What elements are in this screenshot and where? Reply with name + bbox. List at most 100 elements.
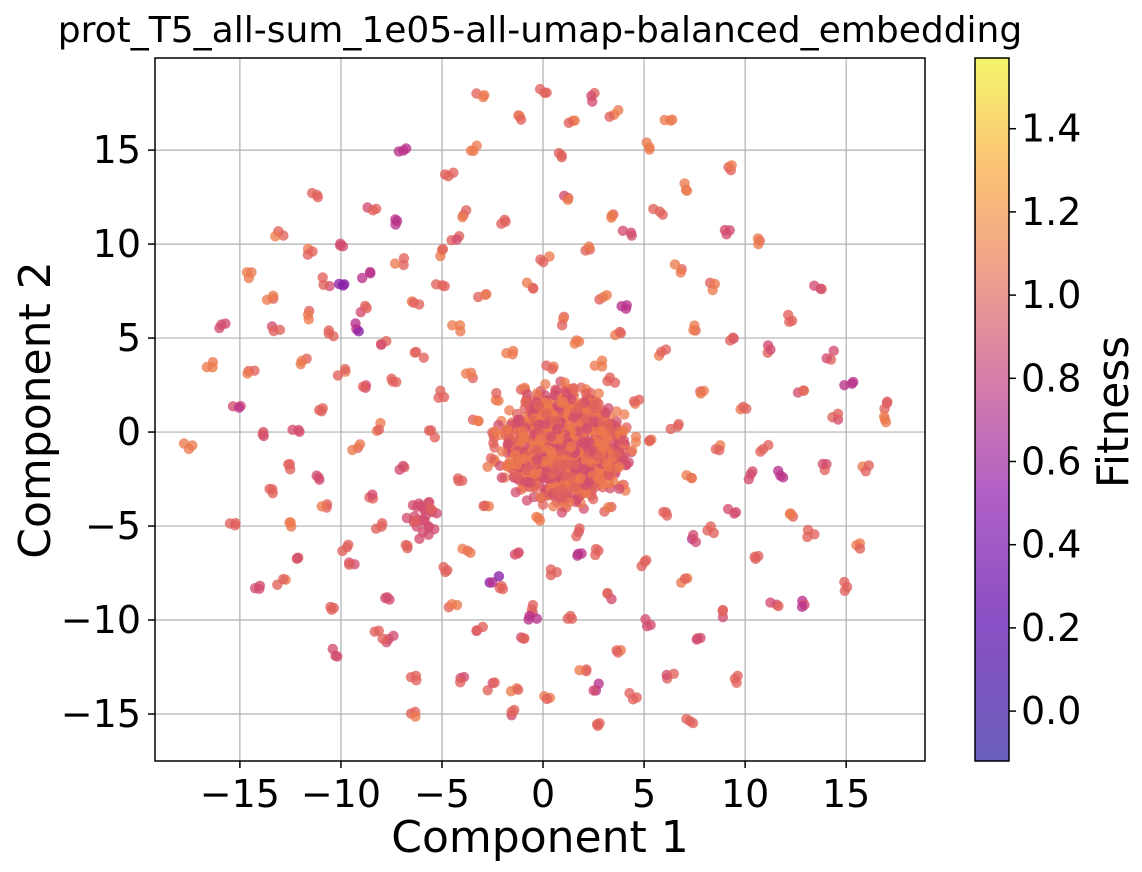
scatter-point-159-2 <box>738 401 749 413</box>
scatter-point-68-2 <box>457 211 468 223</box>
scatter-point-176-2 <box>839 576 850 588</box>
scatter-point-156-1 <box>722 503 734 515</box>
core-point-888 <box>541 408 552 419</box>
scatter-point-194-2 <box>307 246 318 257</box>
scatter-point-190-2 <box>553 147 565 159</box>
scatter-point-108-1 <box>571 531 582 542</box>
core-point-792 <box>524 477 536 488</box>
core-point-892 <box>557 396 569 408</box>
scatter-point-36-2 <box>367 205 379 216</box>
scatter-point-23-2 <box>316 501 327 512</box>
core-point-890 <box>565 441 577 453</box>
scatter-point-154-2 <box>717 605 728 617</box>
core-point-344 <box>630 431 642 443</box>
core-point-798 <box>540 379 551 390</box>
core-point-827 <box>583 476 594 488</box>
core-point-883 <box>579 413 591 424</box>
scatter-point-144-1 <box>669 259 681 270</box>
scatter-point-129-2 <box>614 326 625 338</box>
scatter-point-118-2 <box>590 549 601 561</box>
scatter-point-203-2 <box>451 234 462 245</box>
scatter-point-121-2 <box>591 719 603 730</box>
colorbar-tick-label-7: 1.4 <box>1021 107 1081 151</box>
core-point-893 <box>514 414 525 426</box>
core-point-881 <box>545 446 557 457</box>
scatter-point-155-2 <box>719 224 731 236</box>
scatter-point-48-2 <box>410 670 422 682</box>
scatter-point-88-2 <box>521 277 533 288</box>
scatter-point-22-2 <box>316 406 327 417</box>
scatter-point-166-2 <box>773 465 784 477</box>
scatter-point-204-2 <box>512 684 524 696</box>
core-point-612 <box>580 487 592 499</box>
scatter-point-100-2 <box>556 320 568 331</box>
core-point-874 <box>612 448 623 460</box>
core-point-886 <box>533 419 544 431</box>
colorbar-frame <box>974 57 1010 762</box>
scatter-point-80-2 <box>500 216 511 227</box>
scatter-point-144-2 <box>675 267 686 278</box>
scatter-point-187-2 <box>681 713 692 725</box>
scatter-point-15-2 <box>285 521 297 532</box>
scatter-point-39-2 <box>373 424 385 435</box>
core-point-832 <box>568 412 579 424</box>
colorbar-tick-label-0: 0.0 <box>1021 689 1081 733</box>
scatter-point-73-2 <box>477 91 489 103</box>
scatter-point-98-2 <box>545 564 557 575</box>
scatter-point-132-1 <box>617 225 629 236</box>
scatter-point-133-2 <box>624 687 635 699</box>
scatter-point-152-2 <box>709 278 721 290</box>
scatter-point-49-2 <box>413 299 425 310</box>
x-tick-label-2: −5 <box>414 772 470 816</box>
scatter-point-37-2 <box>367 489 378 500</box>
core-point-897 <box>565 471 576 482</box>
scatter-point-179-2 <box>860 466 872 477</box>
core-point-428 <box>521 495 533 506</box>
y-axis-label: Component 2 <box>10 261 61 558</box>
y-tick-label-4: 5 <box>117 316 141 360</box>
y-tick-label-6: 15 <box>93 128 141 172</box>
scatter-point-177-2 <box>848 376 859 388</box>
core-point-859 <box>593 388 604 399</box>
scatter-point-43-2 <box>387 376 398 387</box>
core-point-855 <box>532 399 544 411</box>
core-point-755 <box>521 465 533 476</box>
scatter-point-91-2 <box>534 515 546 526</box>
scatter-point-32-2 <box>347 444 358 456</box>
scatter-point-12-2 <box>270 231 281 242</box>
scatter-point-112-2 <box>574 664 585 676</box>
scatter-point-12-1 <box>278 230 289 241</box>
scatter-point-64-2 <box>439 169 451 180</box>
scatter-point-188-2 <box>323 325 335 336</box>
core-point-867 <box>588 416 599 428</box>
x-tick-label-1: −10 <box>301 772 381 816</box>
scatter-point-83-2 <box>513 547 524 558</box>
scatter-point-72-2 <box>471 624 483 636</box>
core-point-896 <box>518 431 529 442</box>
core-point-749 <box>501 424 513 435</box>
scatter-point-71-2 <box>472 415 484 426</box>
scatter-point-162-2 <box>752 233 764 244</box>
scatter-point-7-2 <box>254 580 266 592</box>
core-point-850 <box>510 449 521 460</box>
scatter-point-140-2 <box>656 346 667 357</box>
scatter-point-172-2 <box>815 283 826 294</box>
scatter-point-50-1 <box>409 347 420 358</box>
scatter-point-95-2 <box>541 693 553 705</box>
scatter-point-3-2 <box>224 518 236 529</box>
scatter-point-85-2 <box>519 633 530 644</box>
scatter-point-93-2 <box>538 256 549 268</box>
scatter-point-157-2 <box>727 332 739 343</box>
core-point-877 <box>600 407 611 419</box>
core-point-847 <box>609 439 620 450</box>
core-point-812 <box>511 459 523 471</box>
scatter-point-17-2 <box>292 552 303 564</box>
scatter-point-200-1 <box>353 326 364 337</box>
y-tick-label-0: −15 <box>61 692 141 736</box>
y-axis: −15 −10 −5 0 5 10 15 <box>61 128 155 736</box>
core-point-889 <box>569 459 581 470</box>
core-point-329 <box>559 377 571 388</box>
core-point-846 <box>573 402 584 413</box>
core-point-879 <box>547 469 558 480</box>
scatter-point-109-2 <box>571 335 582 346</box>
